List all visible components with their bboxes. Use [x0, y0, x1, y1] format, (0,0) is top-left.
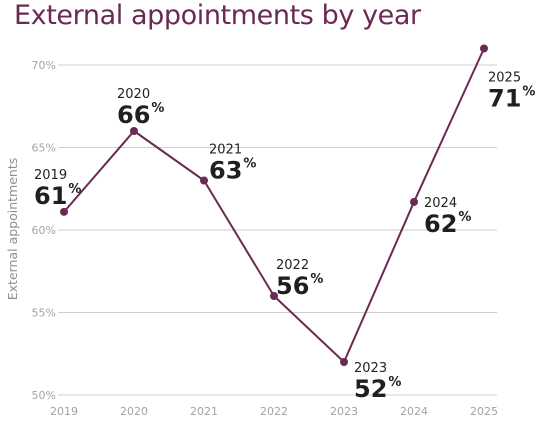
data-label-value: 71 [488, 85, 521, 113]
data-point-2021 [200, 176, 208, 185]
data-label-year: 2021 [209, 143, 242, 158]
data-label-year: 2020 [117, 87, 150, 102]
data-label-unit: % [243, 157, 256, 172]
chart-title: External appointments by year [14, 0, 421, 31]
data-point-2025 [480, 44, 488, 53]
data-label-value: 52 [354, 375, 387, 403]
data-points [60, 44, 488, 366]
y-tick-label: 60% [32, 224, 56, 237]
x-tick-label: 2022 [260, 405, 288, 418]
data-label-unit: % [151, 101, 164, 116]
y-tick-label: 65% [32, 142, 56, 155]
data-label-unit: % [310, 272, 323, 287]
x-tick-label: 2025 [470, 405, 498, 418]
data-label-value: 63 [209, 157, 242, 185]
data-label-value: 56 [276, 272, 309, 300]
y-axis-label: External appointments [5, 158, 20, 301]
x-tick-label: 2024 [400, 405, 428, 418]
data-label-value: 66 [117, 101, 150, 129]
y-tick-label: 70% [32, 59, 56, 72]
data-point-2020 [130, 127, 138, 135]
data-label-value: 61 [34, 182, 67, 210]
data-label-year: 2024 [424, 196, 457, 211]
y-axis-ticks: 50% 55% 60% 65% 70% [32, 59, 56, 402]
data-point-2024 [410, 197, 418, 206]
x-tick-label: 2019 [50, 405, 78, 418]
data-label-year: 2025 [488, 71, 521, 86]
x-tick-label: 2023 [330, 405, 358, 418]
data-label-unit: % [458, 210, 471, 225]
data-point-2022 [270, 292, 278, 300]
x-axis-ticks: 2019 2020 2021 2022 2023 2024 2025 [50, 405, 498, 418]
data-label-year: 2019 [34, 168, 67, 183]
data-label-value: 62 [424, 210, 457, 238]
x-tick-label: 2021 [190, 405, 218, 418]
data-point-2019 [60, 207, 68, 216]
data-point-2023 [340, 358, 348, 366]
x-tick-label: 2020 [120, 405, 148, 418]
gridlines [58, 64, 497, 396]
data-label-unit: % [522, 85, 535, 100]
y-tick-label: 55% [32, 307, 56, 320]
data-label-year: 2022 [276, 258, 309, 273]
data-label-unit: % [68, 182, 81, 197]
y-tick-label: 50% [32, 389, 56, 402]
data-label-year: 2023 [354, 361, 387, 376]
data-label-unit: % [388, 375, 401, 390]
